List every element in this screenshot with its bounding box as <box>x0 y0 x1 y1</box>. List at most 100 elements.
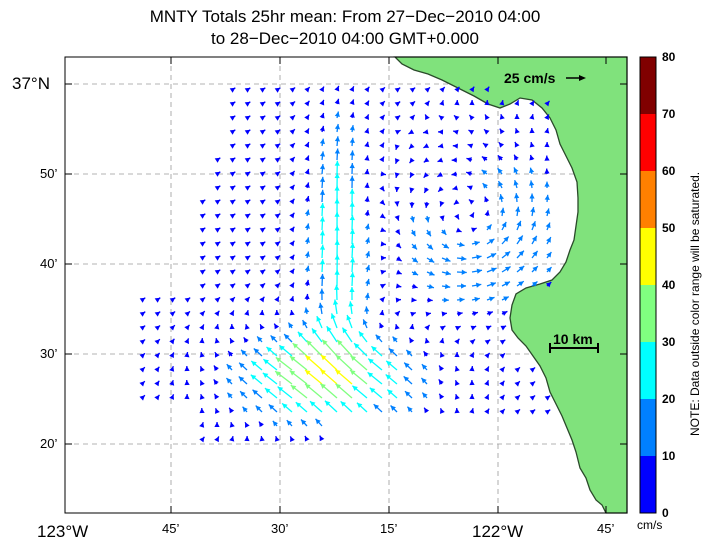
current-vector-head <box>226 378 232 384</box>
current-vector-head <box>455 227 462 233</box>
current-vector-head <box>529 167 535 174</box>
current-vector-head <box>334 284 340 290</box>
current-vector-head <box>364 141 370 148</box>
current-vector-head <box>453 115 460 121</box>
current-vector-head <box>263 359 269 365</box>
current-vector-head <box>469 114 475 121</box>
current-vector-head <box>499 339 506 345</box>
current-vector-head <box>469 366 475 372</box>
current-vector-head <box>154 339 160 345</box>
current-vector-head <box>484 86 490 93</box>
current-vector-head <box>394 311 400 317</box>
current-vector-head <box>444 283 451 290</box>
current-vector-head <box>184 338 189 344</box>
current-vector-head <box>316 316 322 322</box>
current-vector-head <box>319 189 326 195</box>
map-title-line-1: MNTY Totals 25hr mean: From 27−Dec−2010 … <box>149 7 541 26</box>
current-vector-head <box>139 311 146 317</box>
current-vector-head <box>289 129 295 135</box>
current-vector-head <box>484 196 490 203</box>
current-vector-head <box>379 199 385 205</box>
current-vector-head <box>394 215 400 221</box>
current-vector-head <box>422 392 428 399</box>
current-vector-head <box>229 115 236 121</box>
current-vector-head <box>514 100 520 106</box>
current-vector-head <box>421 364 428 370</box>
current-vector-head <box>342 327 348 334</box>
current-vector-head <box>406 349 412 356</box>
current-vector-head <box>425 114 430 121</box>
current-vector-head <box>139 367 145 373</box>
current-vector-head <box>184 380 190 386</box>
current-vector-head <box>412 270 419 276</box>
current-vector-head <box>169 394 175 400</box>
current-vector-head <box>439 338 445 344</box>
current-vector-head <box>452 185 459 191</box>
current-vector-head <box>517 235 523 242</box>
current-vector-head <box>476 254 482 260</box>
current-vector-head <box>514 395 520 401</box>
current-vector-head <box>259 185 266 191</box>
current-vector-head <box>484 380 490 386</box>
current-vector-head <box>369 387 376 393</box>
current-vector-head <box>427 244 433 250</box>
current-vector-head <box>409 187 415 193</box>
current-vector-head <box>472 311 478 317</box>
current-vector-head <box>529 381 536 387</box>
current-vector-head <box>289 356 296 362</box>
current-vector-head <box>454 394 460 400</box>
current-vector-head <box>454 338 460 345</box>
current-vector-head <box>438 186 444 192</box>
current-vector-head <box>275 371 281 377</box>
current-vector-head <box>199 366 205 372</box>
current-vector-head <box>379 185 385 192</box>
current-vector-head <box>304 279 310 286</box>
current-vector-head <box>199 213 206 219</box>
current-vector-head <box>428 284 434 290</box>
current-vector-head <box>214 422 220 428</box>
current-vector-head <box>404 362 410 368</box>
current-vector-head <box>469 339 476 345</box>
current-vector-head <box>154 394 160 401</box>
current-vector-head <box>407 406 413 413</box>
current-vector-head <box>214 338 220 344</box>
current-vector-head <box>364 86 370 93</box>
current-vector-head <box>486 224 492 230</box>
current-vector-head <box>305 369 311 376</box>
colorbar-segment <box>640 285 656 342</box>
current-vector-head <box>425 311 431 317</box>
current-vector-head <box>424 216 430 223</box>
current-vector-head <box>358 331 365 337</box>
current-vector-head <box>244 115 251 121</box>
colorbar-tick-10: 10 <box>662 449 676 463</box>
current-vector-head <box>409 337 415 344</box>
current-vector-head <box>380 255 386 261</box>
current-vector-head <box>411 297 417 303</box>
current-vector-head <box>304 87 310 93</box>
current-vector-head <box>469 86 475 93</box>
current-vector-head <box>455 326 461 331</box>
current-vector-head <box>274 241 281 247</box>
current-vector-head <box>367 372 374 378</box>
current-vector-head <box>364 306 370 312</box>
current-vector-head <box>439 100 445 106</box>
current-vector-head <box>349 99 355 105</box>
lat-label-37n: 37°N <box>12 74 50 93</box>
current-vector-head <box>335 355 342 361</box>
current-vector-head <box>274 296 279 303</box>
current-vector-head <box>380 171 386 177</box>
current-vector-head <box>289 101 296 107</box>
current-vector-head <box>274 323 280 330</box>
current-vector-head <box>471 227 477 233</box>
current-vector-head <box>274 310 280 316</box>
current-vector-head <box>214 269 221 275</box>
current-vector-head <box>469 408 475 414</box>
current-vector-head <box>437 171 443 177</box>
current-vector-head <box>362 319 368 325</box>
current-vector-head <box>518 281 524 287</box>
current-vector-head <box>239 362 245 368</box>
current-vector-head <box>379 101 385 107</box>
current-vector-head <box>229 407 235 414</box>
current-vector-head <box>461 255 467 262</box>
current-vector-head <box>409 87 416 93</box>
